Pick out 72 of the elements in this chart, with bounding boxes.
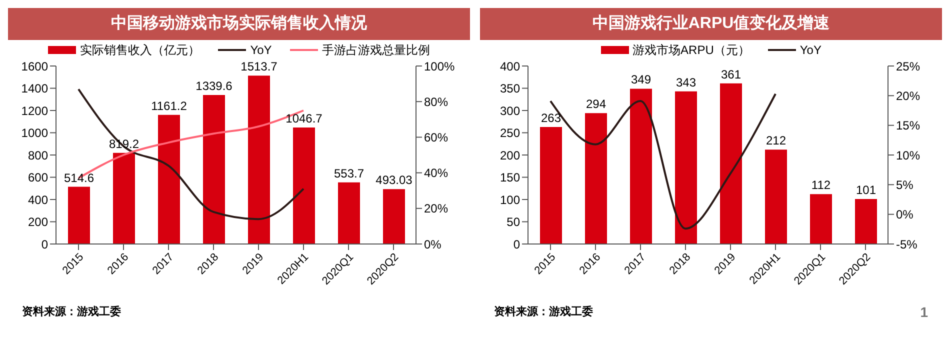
y2-tick-label: 5% (896, 178, 914, 192)
data-label: 493.03 (376, 173, 413, 188)
y2-tick-label: 20% (424, 202, 448, 216)
data-label: 514.6 (64, 170, 94, 185)
y-tick-label: 100 (500, 192, 520, 207)
bar (203, 94, 225, 244)
y2-tick-label: 10% (896, 148, 920, 162)
legend-label: 实际销售收入（亿元） (80, 42, 200, 58)
y-tick-label: 600 (28, 170, 48, 185)
text: 1 (920, 304, 928, 320)
bar (765, 150, 787, 244)
data-label: 349 (630, 72, 652, 87)
bar (248, 76, 270, 244)
y-tick-label: 800 (28, 148, 48, 162)
y2-tick-label: 20% (896, 88, 920, 103)
data-label: 1046.7 (286, 112, 323, 126)
data-label: 343 (676, 75, 696, 90)
bar (720, 83, 742, 244)
y-tick-label: 200 (500, 148, 520, 162)
data-label: 294 (586, 97, 606, 112)
y-tick-label: 1000 (21, 126, 48, 140)
bar (810, 194, 832, 244)
bar (113, 152, 135, 244)
bar (540, 126, 562, 244)
y-tick-label: 350 (500, 82, 520, 96)
y-tick-label: 0 (41, 237, 48, 252)
y2-tick-label: 80% (424, 94, 448, 109)
y-tick-label: 200 (28, 215, 48, 230)
data-label: 1161.2 (151, 98, 188, 113)
y-tick-label: 250 (500, 126, 520, 140)
data-label: 112 (811, 178, 831, 192)
data-label: 1513.7 (240, 60, 278, 74)
y-tick-label: 300 (500, 104, 520, 118)
y-tick-label: 1200 (21, 104, 48, 118)
chart-title: 中国移动游戏市场实际销售收入情况 (8, 8, 470, 40)
y-tick-label: 50 (506, 215, 520, 230)
y2-tick-label: 40% (424, 166, 448, 180)
y2-tick-label: 0% (424, 237, 442, 252)
y2-tick-label: 15% (896, 118, 920, 133)
bar (855, 199, 877, 244)
chart-title: 中国游戏行业ARPU值变化及增速 (480, 8, 942, 40)
data-label: 212 (766, 134, 786, 148)
text: 资料来源：游戏工委 (22, 304, 121, 319)
bar (585, 113, 607, 244)
y2-tick-label: -5% (896, 237, 918, 252)
legend-label: YoY (800, 43, 822, 57)
text: 资料来源：游戏工委 (494, 304, 593, 320)
legend-label: 手游占游戏总量比例 (322, 42, 430, 58)
bar (338, 182, 360, 244)
data-label: 553.7 (334, 166, 364, 180)
legend-label: 游戏市场ARPU（元） (632, 42, 750, 58)
y2-tick-label: 100% (424, 59, 456, 74)
data-label: 263 (540, 110, 562, 125)
bar (383, 189, 405, 244)
data-label: 361 (720, 67, 742, 82)
bar (630, 88, 652, 244)
bar (293, 128, 315, 244)
y2-tick-label: 0% (896, 208, 914, 222)
y2-tick-label: 25% (896, 59, 920, 74)
legend-label: YoY (250, 43, 272, 57)
bar (68, 186, 90, 244)
y-tick-label: 400 (500, 59, 520, 74)
y-tick-label: 150 (500, 170, 520, 185)
y-tick-label: 0 (513, 237, 520, 252)
bar (158, 114, 180, 244)
y2-tick-label: 60% (424, 130, 448, 144)
y-tick-label: 1600 (21, 59, 48, 74)
y-tick-label: 400 (28, 192, 48, 207)
bar (675, 91, 697, 244)
data-label: 101 (856, 183, 876, 198)
data-label: 1339.6 (196, 78, 233, 93)
y-tick-label: 1400 (21, 82, 48, 96)
